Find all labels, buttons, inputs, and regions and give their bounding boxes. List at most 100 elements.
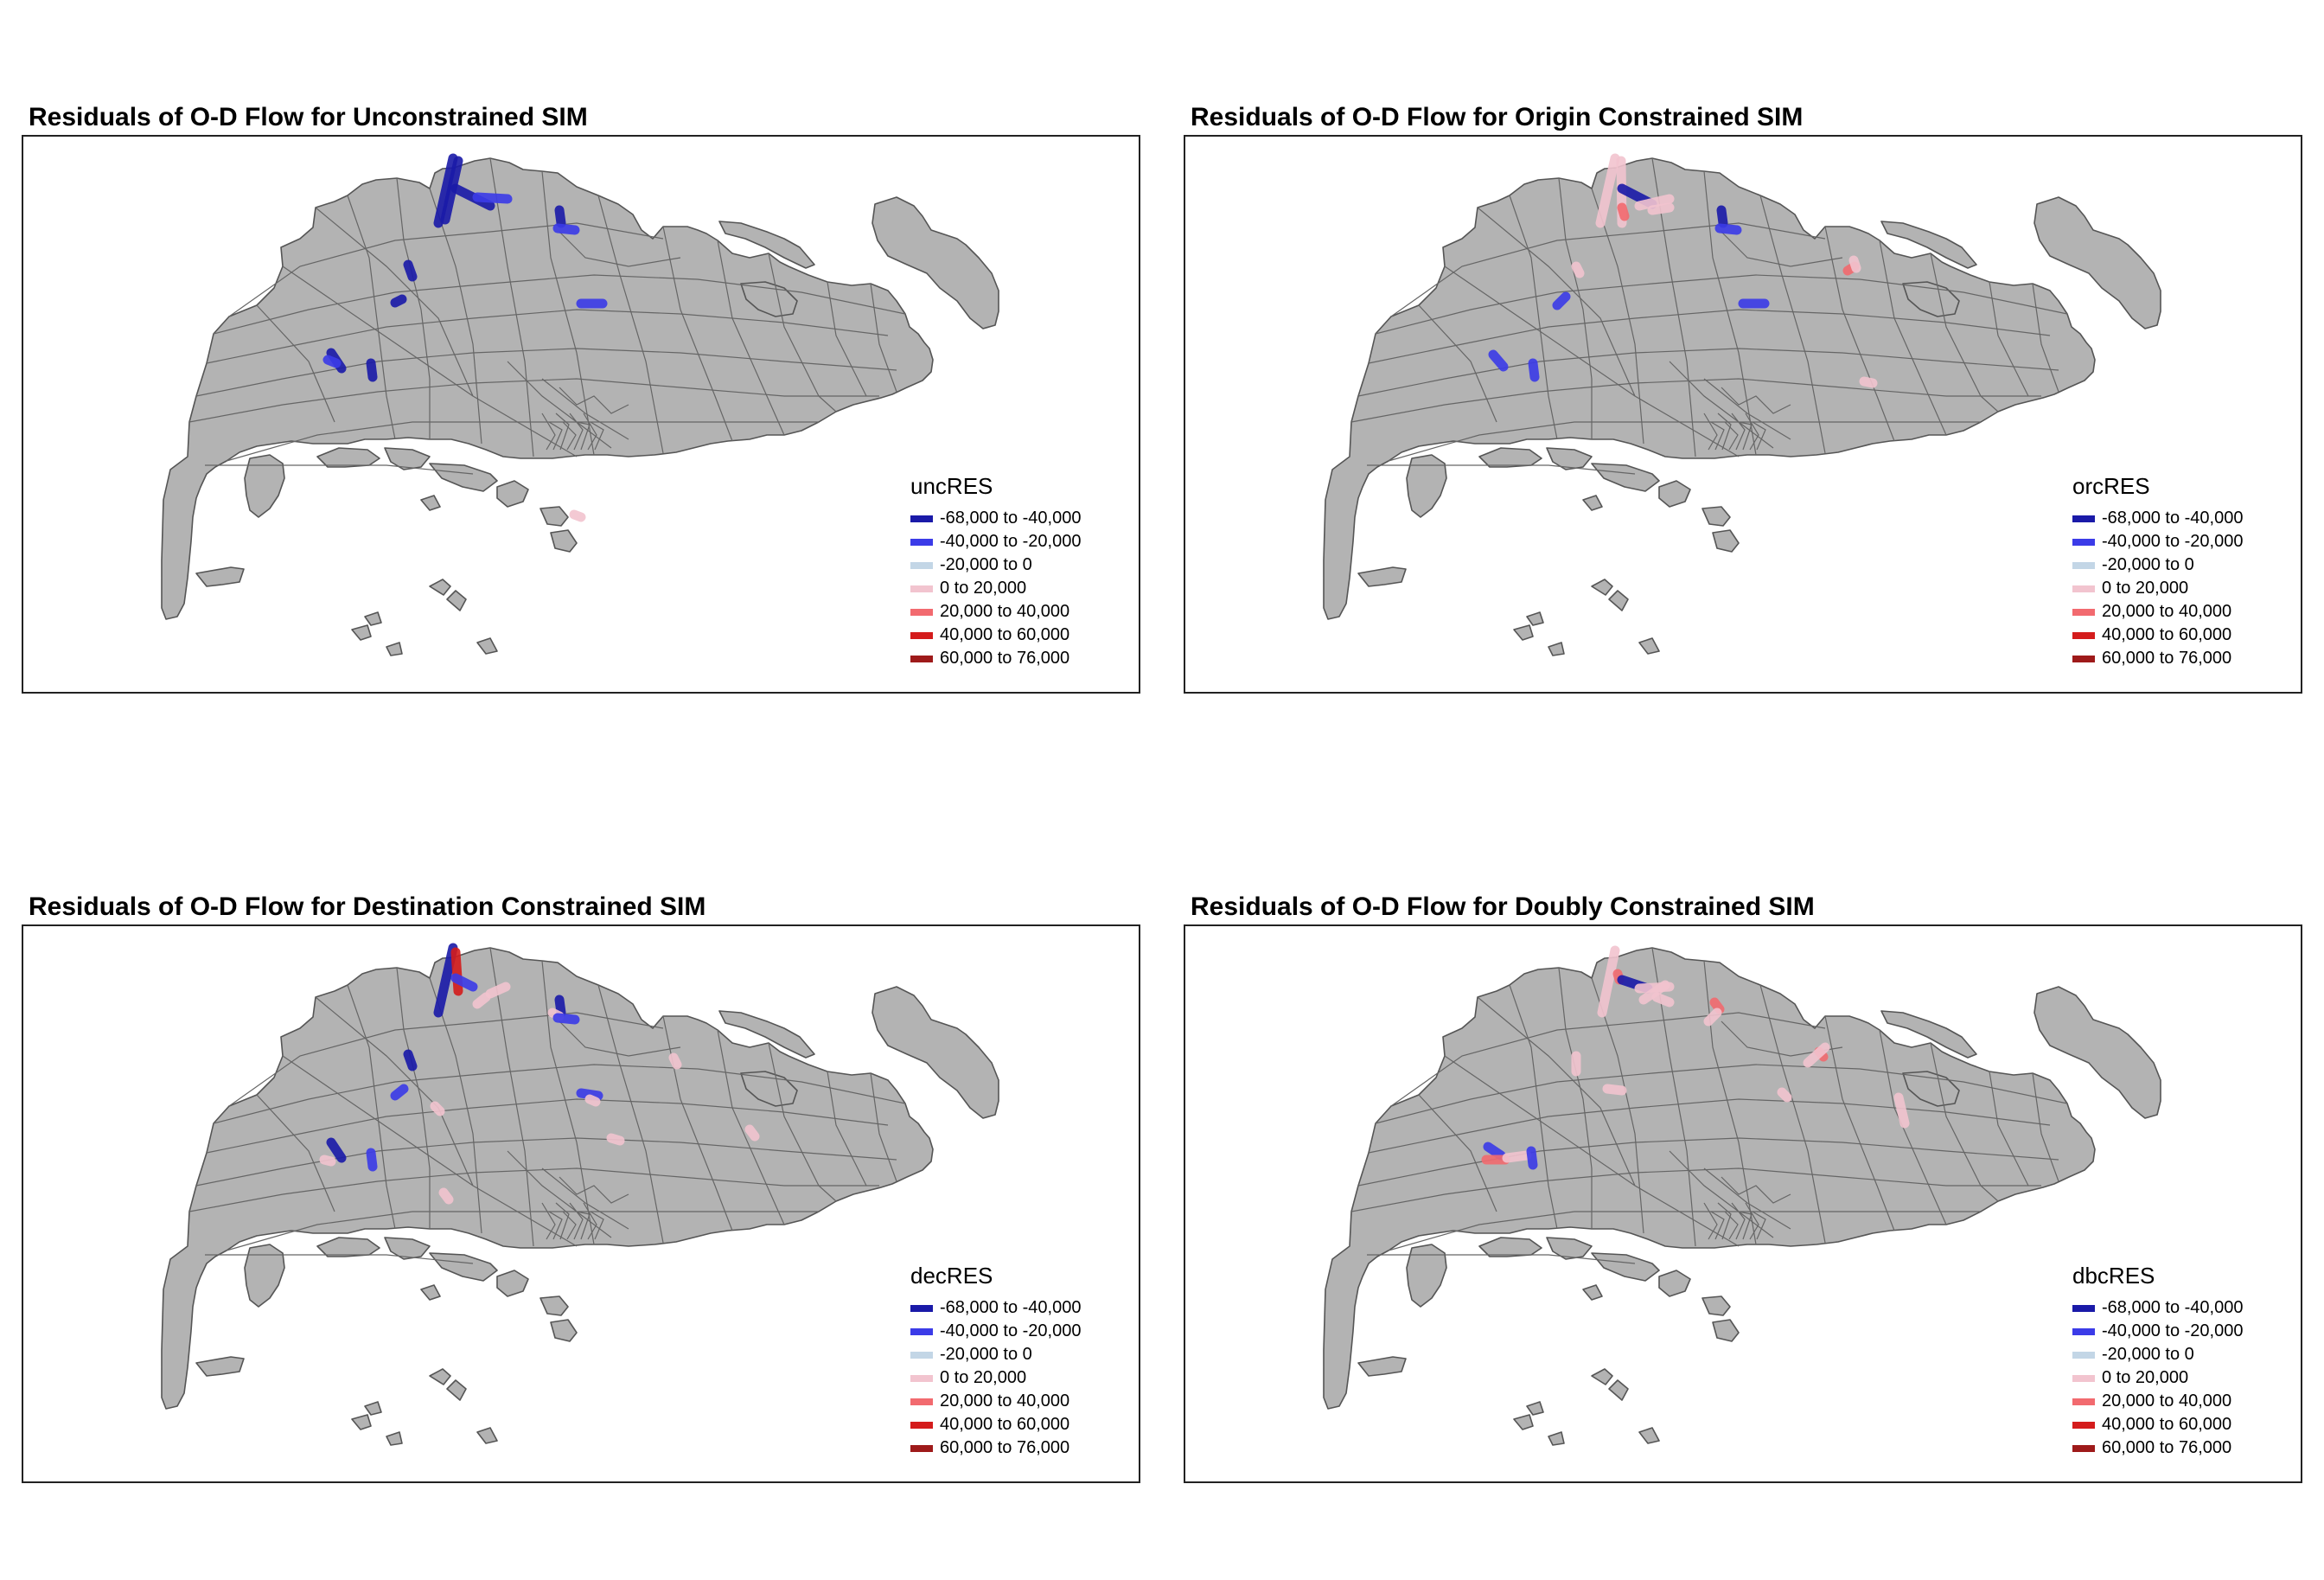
legend-swatch bbox=[2072, 561, 2095, 569]
subzone-boundary bbox=[1824, 1015, 1895, 1231]
island bbox=[420, 1284, 441, 1301]
legend-item: -68,000 to -40,000 bbox=[2072, 507, 2243, 530]
subzone-boundary bbox=[256, 1094, 335, 1212]
legend-label: -20,000 to 0 bbox=[940, 1345, 1032, 1364]
subzone-boundary bbox=[188, 378, 879, 423]
subzone-boundary bbox=[559, 1020, 681, 1057]
subzone-boundary bbox=[1350, 1167, 2041, 1212]
flow-line bbox=[1617, 202, 1630, 221]
island bbox=[1702, 506, 1731, 527]
legend-item: 40,000 to 60,000 bbox=[2072, 1413, 2243, 1436]
subzone-boundaries bbox=[1350, 157, 2068, 475]
island bbox=[2034, 986, 2161, 1119]
subzone-boundary bbox=[1390, 222, 1826, 317]
subzone-boundary bbox=[576, 421, 591, 451]
flow-line bbox=[584, 1094, 601, 1107]
legend-item: 0 to 20,000 bbox=[910, 577, 1081, 600]
legend-item: -20,000 to 0 bbox=[2072, 553, 2243, 577]
island bbox=[1513, 1414, 1534, 1430]
flow-line bbox=[472, 992, 491, 1009]
subzone-boundary bbox=[1710, 1211, 1725, 1240]
legend-swatch bbox=[2072, 1304, 2095, 1312]
island bbox=[1591, 463, 1660, 492]
legend-item: 0 to 20,000 bbox=[2072, 1366, 2243, 1390]
legend-swatch bbox=[910, 538, 933, 546]
subzone-boundary bbox=[1824, 226, 1895, 442]
flow-line bbox=[390, 294, 407, 308]
island bbox=[1902, 281, 1960, 317]
legend-label: -40,000 to -20,000 bbox=[2102, 532, 2244, 551]
island bbox=[1638, 1427, 1660, 1444]
subzone-boundary bbox=[1558, 967, 1593, 1229]
flow-line bbox=[1703, 1007, 1722, 1027]
subzone-boundary bbox=[489, 947, 534, 1247]
flow-line bbox=[1595, 153, 1620, 228]
legend-item: 20,000 to 40,000 bbox=[910, 1390, 1081, 1413]
flow-line bbox=[1709, 997, 1725, 1014]
flow-line bbox=[606, 1133, 625, 1146]
flow-line bbox=[1859, 376, 1878, 388]
island bbox=[386, 642, 403, 656]
mainland-subzones bbox=[1323, 157, 2096, 620]
subzone-boundary bbox=[541, 960, 595, 1245]
legend-swatch bbox=[910, 585, 933, 592]
island bbox=[496, 480, 529, 508]
subzone-boundary bbox=[1477, 996, 1636, 1187]
legend-item: 0 to 20,000 bbox=[2072, 577, 2243, 600]
island bbox=[476, 1427, 498, 1444]
subzone-boundary bbox=[205, 464, 474, 475]
map-frame: uncRES -68,000 to -40,000 -40,000 to -20,… bbox=[22, 135, 1140, 694]
legend-item: 40,000 to 60,000 bbox=[2072, 624, 2243, 647]
panel-title: Residuals of O-D Flow for Origin Constra… bbox=[1191, 103, 1804, 131]
legend-title: dbcRES bbox=[2072, 1263, 2155, 1289]
island bbox=[1548, 642, 1565, 656]
legend-item: 40,000 to 60,000 bbox=[910, 1413, 1081, 1436]
subzone-boundary bbox=[256, 304, 335, 423]
subzone-boundary bbox=[562, 1211, 577, 1240]
mainland-subzones bbox=[161, 157, 934, 620]
legend-items: -68,000 to -40,000 -40,000 to -20,000 -20,… bbox=[2072, 507, 2243, 670]
legend-label: 60,000 to 76,000 bbox=[2102, 649, 2232, 668]
island bbox=[740, 281, 798, 317]
subzone-boundary bbox=[1367, 464, 1636, 475]
legend-label: 40,000 to 60,000 bbox=[2102, 1415, 2232, 1434]
island bbox=[316, 447, 380, 468]
island bbox=[540, 1295, 569, 1316]
legend-label: -40,000 to -20,000 bbox=[940, 532, 1082, 551]
subzone-boundary bbox=[541, 170, 595, 456]
legend-item: -40,000 to -20,000 bbox=[2072, 1320, 2243, 1343]
island bbox=[1478, 447, 1542, 468]
subzone-boundary bbox=[541, 413, 556, 451]
legend-item: 20,000 to 40,000 bbox=[2072, 600, 2243, 624]
flow-line bbox=[322, 355, 342, 368]
legend-swatch bbox=[910, 515, 933, 522]
subzone-boundary bbox=[1738, 421, 1753, 451]
island bbox=[476, 637, 498, 655]
legend-swatch bbox=[2072, 655, 2095, 662]
flow-line bbox=[744, 1124, 760, 1142]
legend-item: 60,000 to 76,000 bbox=[910, 647, 1081, 670]
subzone-boundary bbox=[1930, 253, 1999, 413]
subzone-boundary bbox=[662, 226, 733, 442]
subzone-boundary bbox=[1703, 378, 1791, 440]
island bbox=[1582, 495, 1603, 511]
legend-item: -68,000 to -40,000 bbox=[910, 1296, 1081, 1320]
subzone-boundary bbox=[870, 283, 897, 393]
subzone-boundary bbox=[1745, 413, 1759, 451]
legend-item: -20,000 to 0 bbox=[2072, 1343, 2243, 1366]
flow-line bbox=[433, 943, 458, 1018]
subzone-boundary bbox=[1703, 960, 1757, 1245]
legend-swatch bbox=[910, 1421, 933, 1429]
legend-label: 60,000 to 76,000 bbox=[940, 1438, 1070, 1457]
legend-label: 60,000 to 76,000 bbox=[940, 649, 1070, 668]
flow-line bbox=[1651, 992, 1675, 1007]
subzone-boundary bbox=[1879, 1029, 1947, 1225]
subzone-boundary bbox=[1703, 1167, 1791, 1230]
subzone-boundary bbox=[1703, 170, 1757, 456]
flow-line bbox=[485, 982, 511, 999]
island bbox=[446, 1379, 467, 1401]
flow-line bbox=[1597, 945, 1620, 1018]
subzone-boundary bbox=[1724, 1211, 1739, 1240]
subzone-boundary bbox=[1368, 309, 2051, 364]
subzone-boundary bbox=[206, 309, 889, 364]
